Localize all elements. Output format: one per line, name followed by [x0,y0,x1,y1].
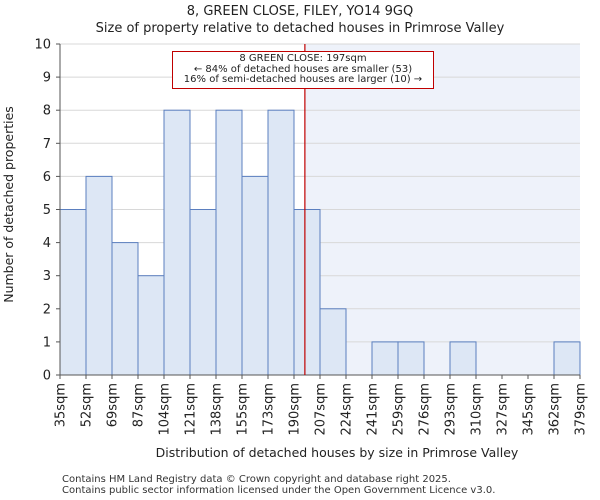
annotation-line-2: ← 84% of detached houses are smaller (53… [193,63,413,75]
histogram-bar [215,109,243,376]
x-tick-label: 241sqm [366,383,381,436]
y-axis-label: Number of detached properties [1,106,16,303]
histogram-bar [241,175,269,376]
chart-subtitle: Size of property relative to detached ho… [95,21,505,36]
histogram-bar [293,209,321,376]
footer-copyright: Contains HM Land Registry data © Crown c… [62,474,451,485]
y-tick-label: 0 [43,369,51,384]
x-tick-label: 121sqm [184,383,199,436]
annotation-line-1: 8 GREEN CLOSE: 197sqm [239,53,367,64]
x-tick-label: 173sqm [262,383,277,436]
y-tick-label: 1 [43,335,51,350]
y-tick-label: 9 [43,71,51,86]
y-tick-label: 2 [43,302,51,317]
histogram-bar [163,109,191,376]
y-tick-label: 6 [43,170,51,185]
x-tick-label: 52sqm [80,383,95,427]
y-tick-label: 10 [34,38,51,53]
annotation-line-3: 16% of semi-detached houses are larger (… [183,74,423,85]
x-tick-label: 35sqm [54,383,69,427]
histogram-bar [137,275,165,376]
x-tick-label: 362sqm [548,383,563,436]
histogram-bar [319,308,347,376]
histogram-bar [111,242,139,376]
x-tick-label: 138sqm [210,383,225,436]
histogram-bar [189,209,217,376]
histogram-bar [397,341,425,376]
y-tick-label: 8 [43,104,51,119]
x-tick-label: 190sqm [288,383,303,436]
histogram-bar [267,109,295,376]
x-tick-label: 276sqm [418,383,433,436]
x-tick-label: 155sqm [236,383,251,436]
x-tick-label: 69sqm [106,383,121,427]
y-tick-label: 3 [43,269,51,284]
x-tick-label: 379sqm [574,383,589,436]
y-tick-label: 4 [43,236,51,251]
histogram-bar [85,175,113,376]
x-tick-label: 345sqm [522,383,537,436]
histogram-bar [59,209,87,376]
x-tick-label: 327sqm [496,383,511,436]
x-tick-label: 104sqm [158,383,173,436]
y-tick-label: 7 [43,137,51,152]
x-axis-label: Distribution of detached houses by size … [156,445,519,460]
x-tick-label: 224sqm [340,383,355,436]
histogram-bar [371,341,399,376]
x-tick-label: 310sqm [470,383,485,436]
histogram-bar [553,341,581,376]
x-tick-label: 293sqm [444,383,459,436]
histogram-bar [449,341,477,376]
x-tick-label: 87sqm [132,383,147,427]
y-tick-label: 5 [43,203,51,218]
x-tick-label: 259sqm [392,383,407,436]
footer-licence: Contains public sector information licen… [62,485,496,496]
property-annotation-box: 8 GREEN CLOSE: 197sqm ← 84% of detached … [172,51,434,89]
x-tick-label: 207sqm [314,383,329,436]
chart-title: 8, GREEN CLOSE, FILEY, YO14 9GQ [186,4,414,19]
